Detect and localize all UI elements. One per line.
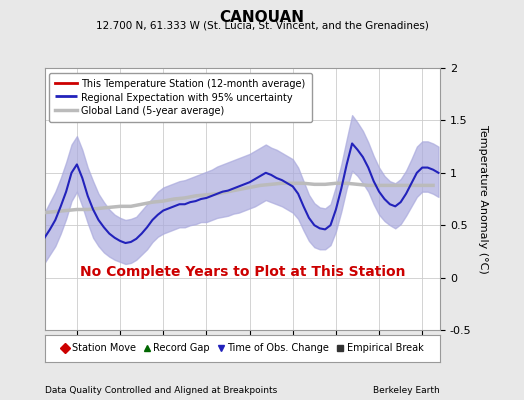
Text: Data Quality Controlled and Aligned at Breakpoints: Data Quality Controlled and Aligned at B… (45, 386, 277, 395)
Text: Berkeley Earth: Berkeley Earth (374, 386, 440, 395)
Legend: This Temperature Station (12-month average), Regional Expectation with 95% uncer: This Temperature Station (12-month avera… (49, 73, 312, 122)
Text: 12.700 N, 61.333 W (St. Lucia, St. Vincent, and the Grenadines): 12.700 N, 61.333 W (St. Lucia, St. Vince… (95, 21, 429, 31)
Text: No Complete Years to Plot at This Station: No Complete Years to Plot at This Statio… (80, 265, 405, 279)
Legend: Station Move, Record Gap, Time of Obs. Change, Empirical Break: Station Move, Record Gap, Time of Obs. C… (58, 340, 427, 356)
Text: CANOUAN: CANOUAN (220, 10, 304, 25)
Y-axis label: Temperature Anomaly (°C): Temperature Anomaly (°C) (478, 125, 488, 273)
